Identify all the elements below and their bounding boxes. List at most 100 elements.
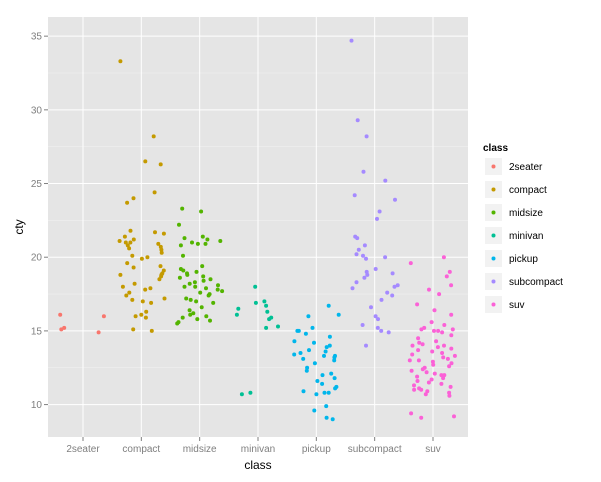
data-point-midsize <box>187 308 192 313</box>
data-point-2seater <box>59 327 64 332</box>
data-point-suv <box>424 370 429 375</box>
data-point-midsize <box>211 300 216 305</box>
data-point-midsize <box>194 269 199 274</box>
data-point-midsize <box>192 280 197 285</box>
data-point-pickup <box>320 373 325 378</box>
data-point-pickup <box>312 408 317 413</box>
data-point-midsize <box>204 286 208 291</box>
legend-key-dot <box>491 164 496 169</box>
data-point-suv <box>412 383 416 388</box>
data-point-suv <box>417 340 422 345</box>
data-point-minivan <box>236 306 241 311</box>
data-point-suv <box>442 343 446 348</box>
legend-label: compact <box>509 185 547 196</box>
x-tick-label: midsize <box>183 444 217 455</box>
data-point-compact <box>148 286 153 291</box>
data-point-suv <box>419 327 424 332</box>
data-point-compact <box>127 290 132 295</box>
data-point-midsize <box>220 289 225 294</box>
data-point-compact <box>143 287 148 292</box>
data-point-pickup <box>326 303 331 308</box>
data-point-suv <box>415 379 420 383</box>
x-axis-title: class <box>244 458 271 472</box>
data-point-pickup <box>329 371 334 376</box>
data-point-suv <box>449 283 454 288</box>
data-point-subcompact <box>361 169 366 174</box>
data-point-suv <box>409 368 414 373</box>
data-point-suv <box>408 261 413 266</box>
data-point-suv <box>425 389 430 394</box>
data-point-suv <box>437 292 442 297</box>
data-point-subcompact <box>392 284 397 289</box>
data-point-compact <box>125 200 130 205</box>
data-point-midsize <box>204 314 209 319</box>
data-point-2seater <box>101 314 106 319</box>
data-point-suv <box>420 342 425 347</box>
legend: class 2seater compact midsize minivan pickup… <box>483 143 563 313</box>
grid-major <box>48 17 468 437</box>
data-point-minivan <box>264 303 269 308</box>
data-point-pickup <box>315 379 320 383</box>
data-point-subcompact <box>364 269 369 274</box>
data-point-pickup <box>310 325 315 330</box>
y-axis-ticks: 10 15 20 25 30 35 <box>31 32 48 411</box>
x-tick-label: compact <box>122 444 160 455</box>
data-point-subcompact <box>383 255 388 260</box>
data-point-subcompact <box>369 305 373 310</box>
data-point-pickup <box>320 381 325 386</box>
data-point-compact <box>139 312 144 317</box>
data-point-compact <box>125 243 130 248</box>
data-point-midsize <box>193 284 198 289</box>
x-tick-label: suv <box>425 444 441 455</box>
data-points <box>58 38 457 422</box>
data-point-suv <box>419 387 424 392</box>
data-point-suv <box>426 380 431 385</box>
data-point-suv <box>447 269 452 274</box>
data-point-subcompact <box>395 283 400 288</box>
data-point-suv <box>440 351 445 355</box>
data-point-pickup <box>301 356 306 361</box>
data-point-compact <box>128 228 133 233</box>
data-point-suv <box>432 371 437 376</box>
data-point-suv <box>449 346 454 351</box>
data-point-midsize <box>203 241 208 246</box>
data-point-suv <box>430 359 435 364</box>
data-point-subcompact <box>373 314 378 319</box>
data-point-compact <box>143 315 148 320</box>
data-point-midsize <box>215 287 220 292</box>
y-tick-label: 10 <box>31 400 43 411</box>
data-point-compact <box>143 159 148 164</box>
data-point-compact <box>159 250 164 255</box>
data-point-pickup <box>296 328 301 333</box>
data-point-pickup <box>298 351 303 355</box>
data-point-subcompact <box>375 216 379 221</box>
data-point-pickup <box>312 361 317 366</box>
data-point-subcompact <box>365 272 370 277</box>
data-point-subcompact <box>376 317 380 322</box>
data-point-compact <box>131 265 136 270</box>
data-point-suv <box>419 415 424 420</box>
data-point-pickup <box>332 358 337 363</box>
data-point-compact <box>145 255 150 260</box>
data-point-suv <box>442 373 447 378</box>
data-point-midsize <box>182 236 187 241</box>
data-point-pickup <box>292 339 297 344</box>
data-point-compact <box>158 264 163 269</box>
legend-label: suv <box>509 300 525 311</box>
data-point-subcompact <box>360 323 365 327</box>
data-point-compact <box>127 246 132 251</box>
data-point-minivan <box>262 299 267 304</box>
data-point-suv <box>416 336 421 341</box>
data-point-suv <box>410 343 415 348</box>
data-point-subcompact <box>390 271 395 276</box>
data-point-midsize <box>187 281 192 286</box>
data-point-compact <box>117 239 122 243</box>
data-point-pickup <box>301 389 306 394</box>
data-point-suv <box>444 274 449 279</box>
data-point-minivan <box>267 317 272 322</box>
data-point-compact <box>139 256 144 261</box>
data-point-suv <box>442 323 447 327</box>
data-point-compact <box>118 272 123 277</box>
data-point-subcompact <box>373 267 378 271</box>
